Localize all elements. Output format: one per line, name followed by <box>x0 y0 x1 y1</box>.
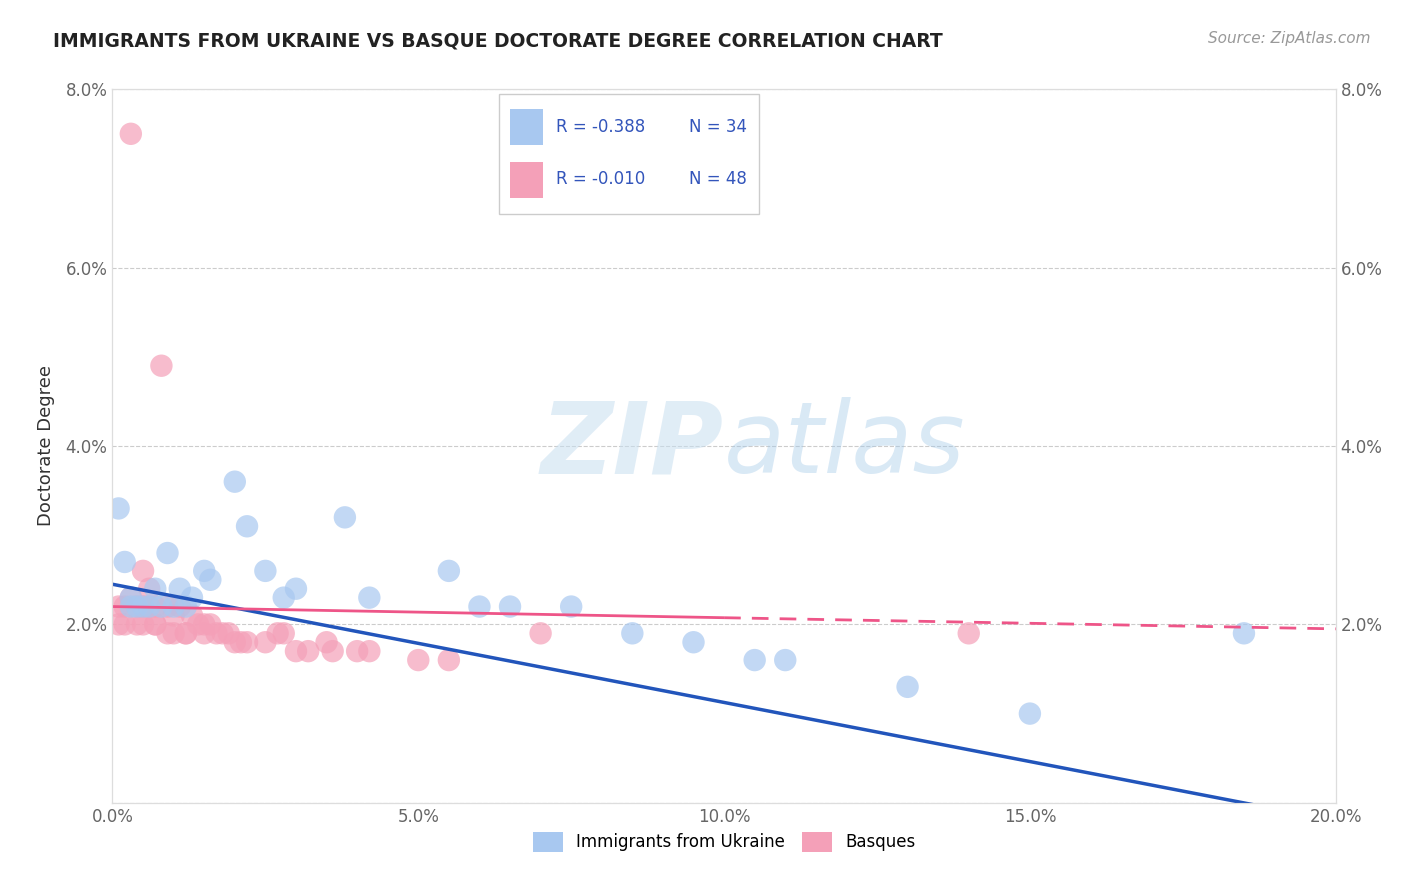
Point <box>132 617 155 632</box>
Point <box>120 591 142 605</box>
Point <box>143 617 166 632</box>
Point <box>174 599 197 614</box>
Point <box>499 599 522 614</box>
Point <box>437 653 460 667</box>
Point <box>236 635 259 649</box>
Point <box>150 359 173 373</box>
Point <box>224 635 246 649</box>
Point <box>682 635 704 649</box>
Point <box>315 635 337 649</box>
Point <box>284 582 308 596</box>
Point <box>775 653 797 667</box>
Point <box>273 591 295 605</box>
Point <box>107 501 129 516</box>
Text: ZIP: ZIP <box>541 398 724 494</box>
Point <box>744 653 766 667</box>
Point <box>236 519 259 533</box>
Point <box>156 626 179 640</box>
Text: R = -0.388: R = -0.388 <box>557 118 645 136</box>
Point <box>132 599 155 614</box>
Point <box>114 617 136 632</box>
Point <box>284 644 308 658</box>
Point <box>560 599 582 614</box>
FancyBboxPatch shape <box>499 94 759 214</box>
Point <box>156 599 179 614</box>
Point <box>114 555 136 569</box>
Point <box>346 644 368 658</box>
FancyBboxPatch shape <box>509 162 543 198</box>
Point <box>143 582 166 596</box>
Point <box>957 626 980 640</box>
Point <box>120 591 142 605</box>
Point <box>138 582 160 596</box>
Point <box>181 591 204 605</box>
Point <box>120 599 142 614</box>
Point <box>193 626 215 640</box>
Legend: Immigrants from Ukraine, Basques: Immigrants from Ukraine, Basques <box>526 825 922 859</box>
Point <box>107 617 129 632</box>
Text: IMMIGRANTS FROM UKRAINE VS BASQUE DOCTORATE DEGREE CORRELATION CHART: IMMIGRANTS FROM UKRAINE VS BASQUE DOCTOR… <box>53 31 943 50</box>
Point <box>333 510 356 524</box>
Point <box>150 599 173 614</box>
Point <box>125 599 148 614</box>
Point <box>218 626 240 640</box>
Point <box>193 564 215 578</box>
Point <box>132 564 155 578</box>
Point <box>254 635 277 649</box>
Point <box>897 680 920 694</box>
Point <box>297 644 319 658</box>
Point <box>125 599 148 614</box>
Text: R = -0.010: R = -0.010 <box>557 169 645 187</box>
Point <box>114 599 136 614</box>
Text: N = 34: N = 34 <box>689 118 747 136</box>
Point <box>163 626 186 640</box>
Point <box>143 599 166 614</box>
Point <box>359 591 381 605</box>
Point <box>169 599 191 614</box>
Point <box>408 653 430 667</box>
Point <box>200 617 222 632</box>
Point <box>468 599 491 614</box>
Point <box>125 617 148 632</box>
Point <box>229 635 252 649</box>
Point <box>211 626 233 640</box>
Point <box>1233 626 1256 640</box>
Text: atlas: atlas <box>724 398 966 494</box>
Point <box>254 564 277 578</box>
Point <box>205 626 228 640</box>
Point <box>174 626 197 640</box>
FancyBboxPatch shape <box>509 110 543 145</box>
Point <box>359 644 381 658</box>
Point <box>169 582 191 596</box>
Point <box>163 608 186 623</box>
Point <box>437 564 460 578</box>
Point <box>132 599 155 614</box>
Point <box>156 546 179 560</box>
Point <box>266 626 288 640</box>
Point <box>143 617 166 632</box>
Text: Source: ZipAtlas.com: Source: ZipAtlas.com <box>1208 31 1371 46</box>
Point <box>120 127 142 141</box>
Point <box>163 599 186 614</box>
Point <box>1018 706 1040 721</box>
Point <box>621 626 644 640</box>
Point <box>187 617 209 632</box>
Point <box>107 599 129 614</box>
Y-axis label: Doctorate Degree: Doctorate Degree <box>37 366 55 526</box>
Point <box>530 626 553 640</box>
Text: N = 48: N = 48 <box>689 169 747 187</box>
Point <box>174 626 197 640</box>
Point <box>273 626 295 640</box>
Point <box>224 475 246 489</box>
Point <box>322 644 344 658</box>
Point <box>138 599 160 614</box>
Point <box>200 573 222 587</box>
Point <box>138 599 160 614</box>
Point <box>193 617 215 632</box>
Point <box>181 608 204 623</box>
